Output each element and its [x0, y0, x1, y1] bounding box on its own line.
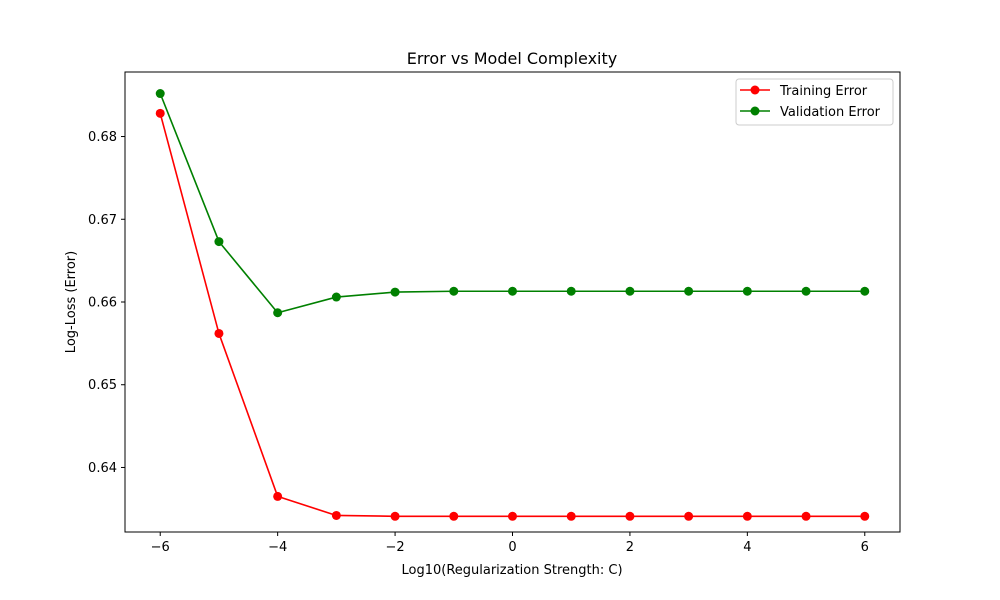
legend-label-training-error: Training Error: [779, 84, 868, 99]
series-layer: [155, 89, 870, 521]
data-point-validation-error: [742, 286, 752, 296]
legend-frame: [735, 78, 894, 126]
data-point-validation-error: [273, 308, 283, 318]
data-point-validation-error: [508, 286, 517, 296]
x-tick-label: 4: [743, 540, 751, 555]
data-point-validation-error: [625, 286, 635, 296]
y-tick-label: 0.67: [88, 213, 117, 228]
data-point-training-error: [801, 511, 811, 521]
chart-title: Error vs Model Complexity: [407, 49, 617, 68]
x-tick-label: 2: [626, 540, 634, 555]
x-tick-label: −6: [151, 540, 170, 555]
data-point-training-error: [566, 511, 576, 521]
legend-swatch-validation-marker: [750, 106, 760, 116]
legend: Training Error Validation Error: [735, 78, 894, 126]
data-point-training-error: [155, 108, 165, 118]
data-point-training-error: [684, 511, 694, 521]
data-point-validation-error: [684, 286, 694, 296]
legend-label-validation-error: Validation Error: [780, 105, 881, 120]
data-point-training-error: [331, 510, 341, 520]
y-tick-label: 0.64: [88, 461, 117, 476]
data-point-training-error: [273, 491, 283, 501]
data-point-validation-error: [390, 287, 400, 297]
x-tick-label: 6: [861, 540, 869, 555]
data-point-training-error: [508, 511, 517, 521]
y-axis-ticks: 0.64 0.65 0.66 0.67 0.68: [88, 130, 125, 476]
data-point-training-error: [214, 328, 224, 338]
y-tick-label: 0.66: [88, 296, 117, 311]
data-point-validation-error: [214, 237, 224, 247]
y-axis-label: Log-Loss (Error): [64, 251, 79, 353]
x-axis-ticks: −6 −4 −2 0 2 4 6: [151, 532, 869, 555]
data-point-training-error: [625, 511, 635, 521]
data-point-training-error: [742, 511, 752, 521]
data-point-validation-error: [860, 286, 870, 296]
data-point-validation-error: [801, 286, 811, 296]
y-tick-label: 0.68: [88, 130, 117, 145]
data-point-training-error: [860, 511, 870, 521]
x-tick-label: −4: [268, 540, 287, 555]
data-point-validation-error: [155, 89, 165, 99]
x-axis-label: Log10(Regularization Strength: C): [401, 563, 622, 578]
x-tick-label: 0: [508, 540, 516, 555]
x-tick-label: −2: [385, 540, 404, 555]
data-point-training-error: [390, 511, 400, 521]
data-point-training-error: [449, 511, 459, 521]
data-point-validation-error: [331, 292, 341, 302]
y-tick-label: 0.65: [88, 378, 117, 393]
data-point-validation-error: [449, 286, 459, 296]
data-point-validation-error: [566, 286, 576, 296]
legend-swatch-training-marker: [750, 85, 760, 95]
